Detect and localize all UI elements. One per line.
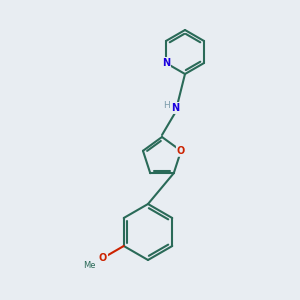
Text: O: O [99,253,107,263]
Text: N: N [171,103,179,113]
Text: Me: Me [83,262,95,271]
Text: N: N [162,58,170,68]
Text: O: O [177,146,185,156]
Text: H: H [163,101,170,110]
